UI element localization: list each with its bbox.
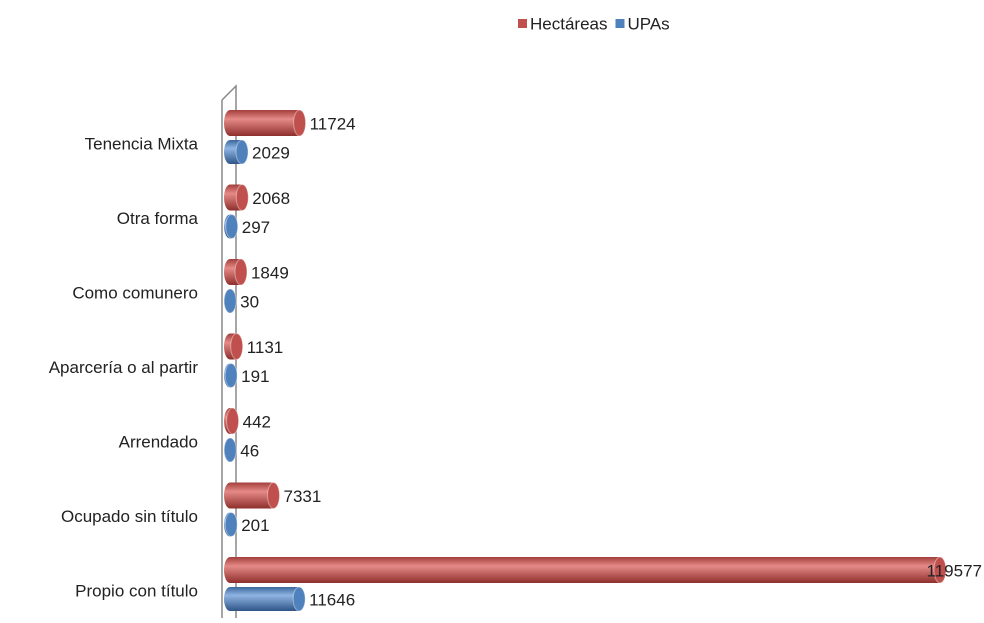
bar-cap-end	[236, 140, 248, 164]
bar-cap-start	[224, 140, 236, 164]
bar-cap-start	[224, 587, 236, 611]
bar-cap-end	[224, 289, 236, 313]
y-tick-label: Arrendado	[119, 432, 198, 451]
bar	[230, 110, 300, 136]
bar-cap-end	[231, 334, 243, 360]
legend-swatch	[615, 19, 624, 28]
data-label: 442	[243, 412, 271, 431]
y-tick-label: Ocupado sin título	[61, 507, 198, 526]
bar-cap-start	[224, 483, 236, 509]
bar	[230, 483, 274, 509]
bar-cap-end	[236, 185, 248, 211]
y-tick-label: Tenencia Mixta	[85, 134, 199, 153]
bar	[230, 587, 299, 611]
bar-cap-end	[226, 215, 238, 239]
bar-cap-end	[227, 408, 239, 434]
y-tick-label: Propio con título	[75, 581, 198, 600]
y-tick-label: Otra forma	[117, 209, 199, 228]
data-label: 2068	[252, 189, 290, 208]
bar-cap-start	[224, 110, 236, 136]
data-label: 30	[240, 292, 259, 311]
data-label: 11646	[309, 590, 355, 609]
data-label: 46	[240, 441, 259, 460]
bar-cap-end	[268, 483, 280, 509]
data-label: 1849	[251, 263, 289, 282]
data-label: 2029	[252, 143, 290, 162]
legend-label: Hectáreas	[530, 14, 607, 33]
bar-cap-end	[225, 364, 237, 388]
data-label: 1131	[247, 338, 284, 357]
bar-cap-start	[224, 259, 236, 285]
bar-cap-end	[224, 438, 236, 462]
bar-cap-start	[224, 185, 236, 211]
data-label: 191	[241, 367, 269, 386]
legend-label: UPAs	[627, 14, 669, 33]
bar-cap-end	[293, 587, 305, 611]
data-label: 119577	[927, 561, 982, 580]
bar-cap-end	[235, 259, 247, 285]
data-label: 201	[241, 516, 269, 535]
data-label: 7331	[284, 487, 322, 506]
data-label: 297	[242, 218, 270, 237]
y-tick-label: Como comunero	[72, 283, 198, 302]
y-tick-label: Aparcería o al partir	[49, 358, 199, 377]
data-label: 11724	[310, 114, 356, 133]
legend-swatch	[518, 19, 527, 28]
bar-cap-start	[224, 557, 236, 583]
bar-cap-end	[225, 513, 237, 537]
bar-cap-end	[294, 110, 306, 136]
bar	[230, 557, 940, 583]
